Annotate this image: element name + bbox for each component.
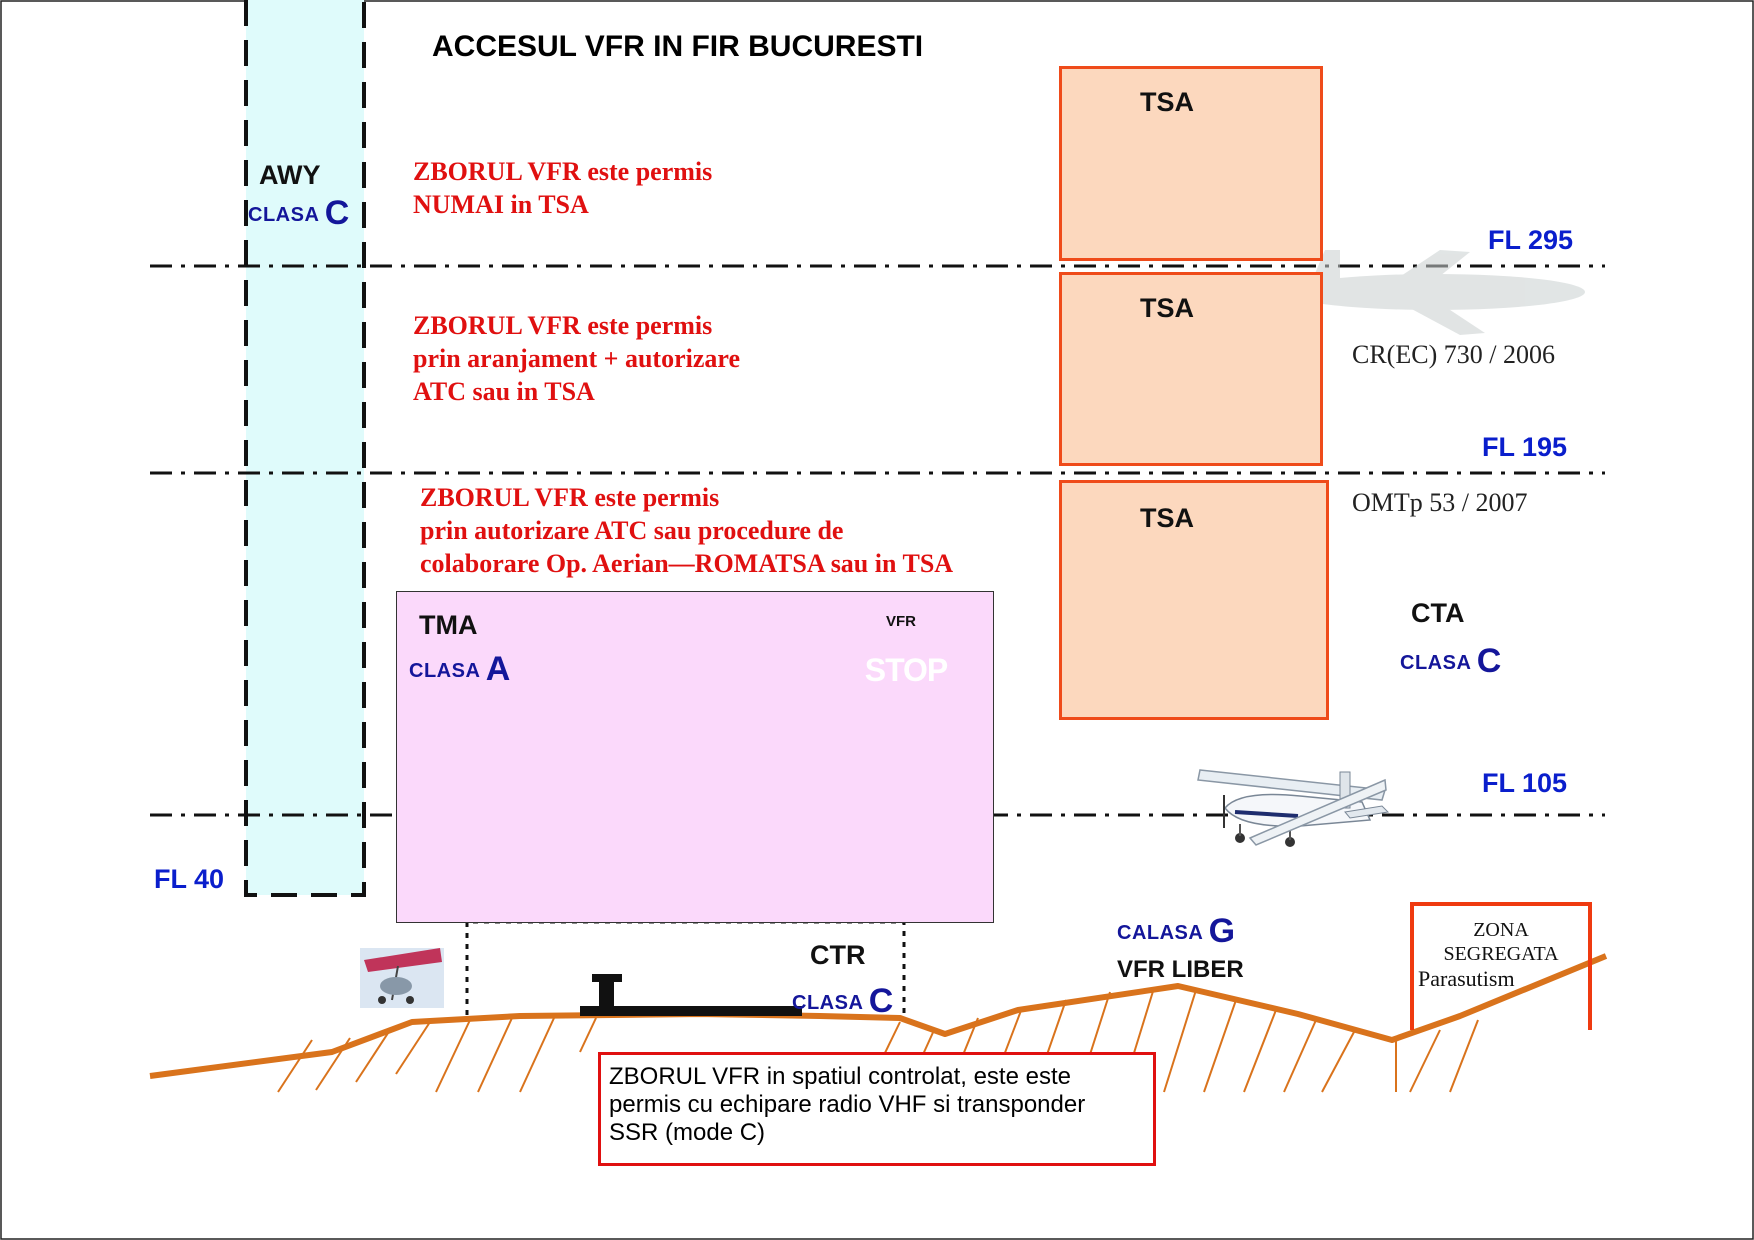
tma-label: TMA xyxy=(419,610,478,640)
awy-corridor-border xyxy=(244,0,366,897)
tsa-box-upper: TSA xyxy=(1059,66,1323,261)
zone-lower-text: ZBORUL VFR este permis prin autorizare A… xyxy=(420,483,954,578)
legend-text: ZBORUL VFR in spatiul controlat, este es… xyxy=(609,1063,1086,1146)
fl40-label: FL 40 xyxy=(154,864,225,894)
tma-clasa: CLASA A xyxy=(409,650,511,688)
cessna-icon xyxy=(1197,769,1390,847)
cta-clasa: CLASA C xyxy=(1400,642,1502,680)
terrain-hatching xyxy=(277,987,1479,1093)
tsa-box-middle: TSA xyxy=(1059,272,1323,466)
runway xyxy=(580,1006,802,1016)
tsa-label: TSA xyxy=(1140,503,1194,533)
fl195-label: FL 195 xyxy=(1482,432,1568,462)
tsa-box-lower: TSA xyxy=(1059,480,1329,720)
zone-middle-text: ZBORUL VFR este permis prin aranjament +… xyxy=(413,311,741,406)
zone-top-text: ZBORUL VFR este permis NUMAI in TSA xyxy=(413,157,713,219)
page-title: ACCESUL VFR IN FIR BUCURESTI xyxy=(432,30,924,63)
stop-caption: VFR xyxy=(886,613,916,630)
tma-box xyxy=(396,591,994,923)
awy-corridor-fill xyxy=(246,0,364,895)
tsa-label: TSA xyxy=(1140,293,1194,323)
segregated-zone-text: ZONA SEGREGATA xyxy=(1443,919,1559,965)
fl105-label: FL 105 xyxy=(1482,768,1568,798)
ctr-clasa: CLASA C xyxy=(792,982,894,1020)
tsa-label: TSA xyxy=(1140,87,1194,117)
fl295-label: FL 295 xyxy=(1488,225,1574,255)
regulation-ref-omtp: OMTp 53 / 2007 xyxy=(1352,488,1528,517)
ultralight-trike-icon xyxy=(360,948,444,1008)
control-tower-icon xyxy=(599,974,614,1008)
cta-label: CTA xyxy=(1411,598,1465,628)
legend-box: ZBORUL VFR in spatiul controlat, este es… xyxy=(598,1052,1156,1166)
awy-label: AWY xyxy=(259,160,321,190)
terrain-profile xyxy=(149,953,1608,1079)
segregated-zone-box xyxy=(1410,902,1592,1030)
class-g-label: CALASA G xyxy=(1117,912,1236,950)
airliner-icon xyxy=(1285,250,1585,335)
parasutism-label: Parasutism xyxy=(1418,966,1515,991)
awy-clasa: CLASA C xyxy=(248,194,350,232)
stop-sign-text: STOP xyxy=(864,652,949,688)
vfr-liber-label: VFR LIBER xyxy=(1117,956,1244,983)
regulation-ref-ec: CR(EC) 730 / 2006 xyxy=(1352,340,1555,369)
ctr-label: CTR xyxy=(810,940,866,970)
